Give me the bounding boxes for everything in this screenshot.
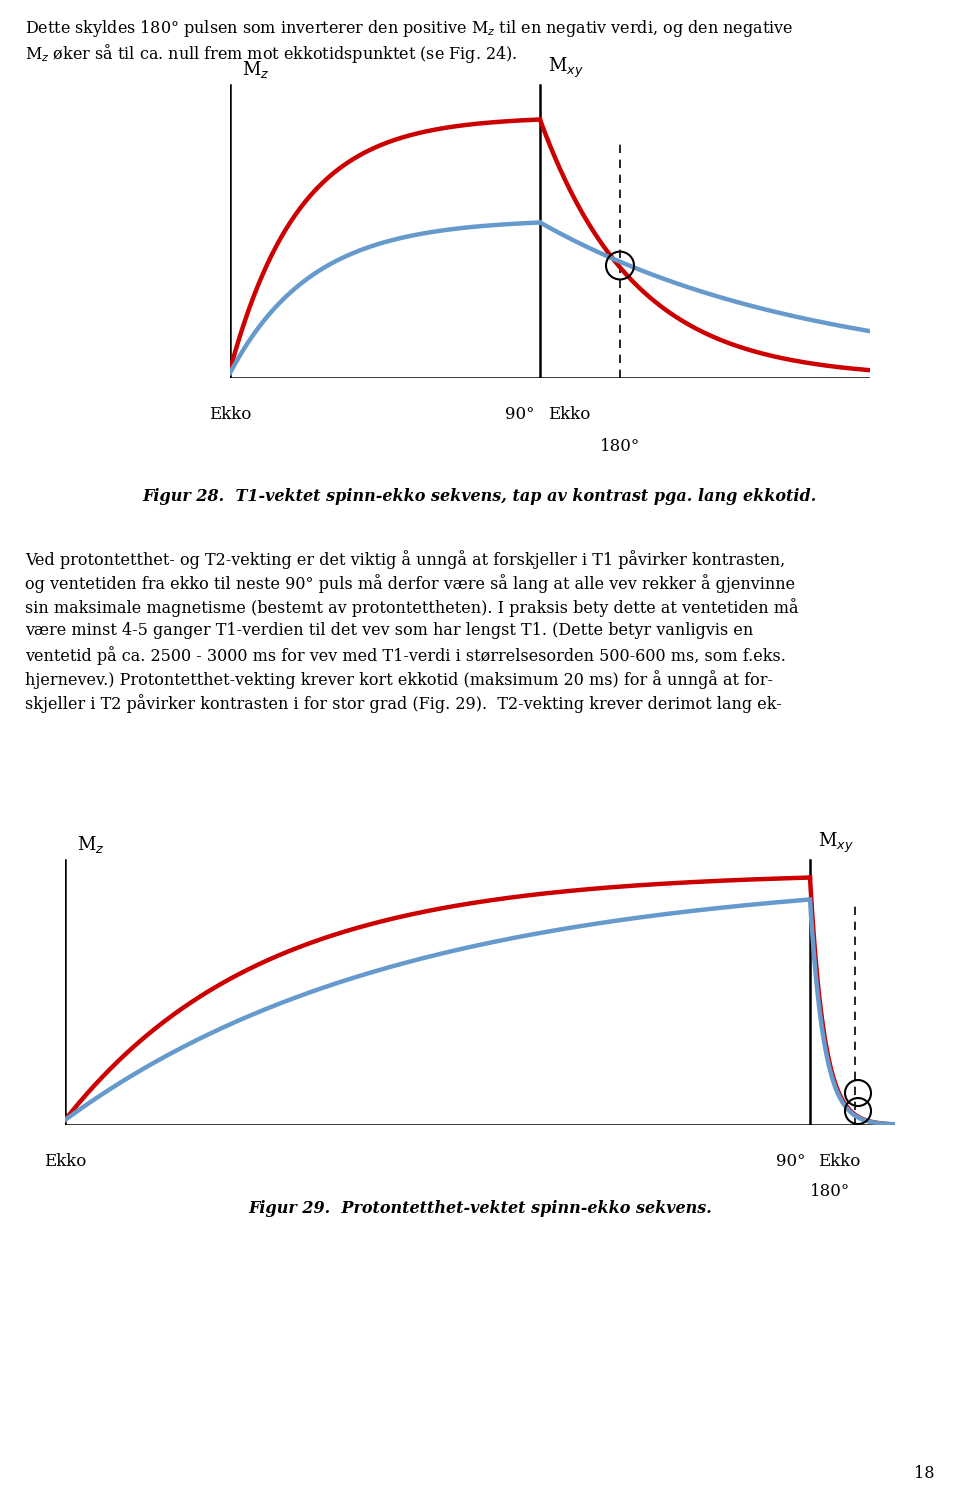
Text: 180°: 180° xyxy=(600,438,640,455)
Text: sin maksimale magnetisme (bestemt av protontettheten). I praksis bety dette at v: sin maksimale magnetisme (bestemt av pro… xyxy=(25,597,799,617)
Text: hjernevev.) Protontetthet-vekting krever kort ekkotid (maksimum 20 ms) for å unn: hjernevev.) Protontetthet-vekting krever… xyxy=(25,670,773,689)
Text: M$_z$: M$_z$ xyxy=(77,834,105,855)
Text: Ekko: Ekko xyxy=(44,1153,86,1169)
Text: Ekko: Ekko xyxy=(209,406,252,423)
Text: Figur 28.  T1-vektet spinn-ekko sekvens, tap av kontrast pga. lang ekkotid.: Figur 28. T1-vektet spinn-ekko sekvens, … xyxy=(143,488,817,506)
Text: være minst 4-5 ganger T1-verdien til det vev som har lengst T1. (Dette betyr van: være minst 4-5 ganger T1-verdien til det… xyxy=(25,622,754,640)
Text: M$_{xy}$: M$_{xy}$ xyxy=(548,56,584,80)
Text: M$_{xy}$: M$_{xy}$ xyxy=(818,831,853,855)
Text: 18: 18 xyxy=(915,1464,935,1482)
Text: og ventetiden fra ekko til neste 90° puls må derfor være så lang at alle vev rek: og ventetiden fra ekko til neste 90° pul… xyxy=(25,573,795,593)
Text: Ekko: Ekko xyxy=(818,1153,860,1169)
Text: Dette skyldes 180° pulsen som inverterer den positive M$_z$ til en negativ verdi: Dette skyldes 180° pulsen som inverterer… xyxy=(25,18,793,39)
Text: Figur 29.  Protontetthet-vektet spinn-ekko sekvens.: Figur 29. Protontetthet-vektet spinn-ekk… xyxy=(248,1199,712,1218)
Text: 90°: 90° xyxy=(506,406,535,423)
Text: 90°: 90° xyxy=(776,1153,805,1169)
Text: M$_z$: M$_z$ xyxy=(242,59,270,80)
Text: M$_z$ øker så til ca. null frem mot ekkotidspunktet (se Fig. 24).: M$_z$ øker så til ca. null frem mot ekko… xyxy=(25,42,517,65)
Text: Ekko: Ekko xyxy=(548,406,590,423)
Text: 180°: 180° xyxy=(810,1183,851,1199)
Text: ventetid på ca. 2500 - 3000 ms for vev med T1-verdi i størrelsesorden 500-600 ms: ventetid på ca. 2500 - 3000 ms for vev m… xyxy=(25,646,786,665)
Text: Ved protontetthet- og T2-vekting er det viktig å unngå at forskjeller i T1 påvir: Ved protontetthet- og T2-vekting er det … xyxy=(25,549,785,569)
Text: skjeller i T2 påvirker kontrasten i for stor grad (Fig. 29).  T2-vekting krever : skjeller i T2 påvirker kontrasten i for … xyxy=(25,694,781,713)
